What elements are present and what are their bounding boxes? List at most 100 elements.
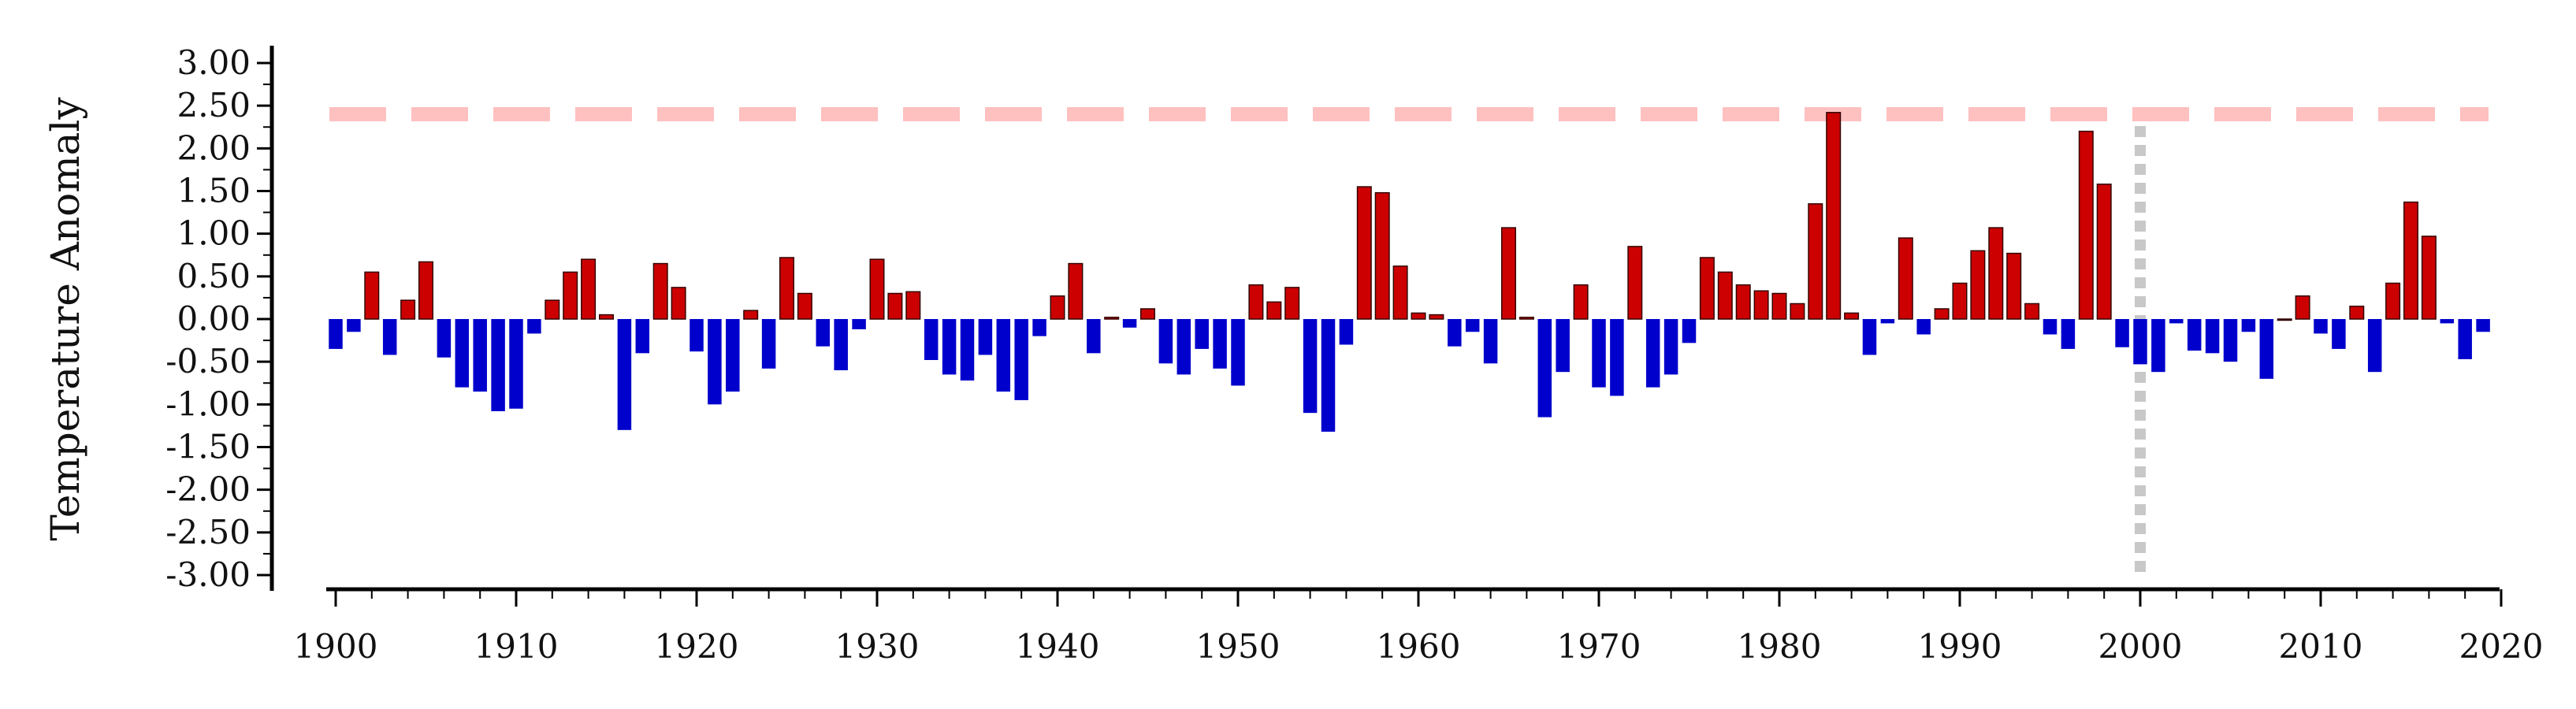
bar-1920 <box>690 319 704 352</box>
bar-2019 <box>2476 319 2490 332</box>
bar-1937 <box>996 319 1011 392</box>
bar-1947 <box>1176 319 1191 375</box>
bar-1950 <box>1231 319 1245 386</box>
y-tick-label: 2.50 <box>177 86 251 124</box>
bar-2018 <box>2458 319 2472 359</box>
x-tick-label: 1900 <box>294 627 378 666</box>
bar-1994 <box>2024 303 2040 320</box>
bar-1965 <box>1501 227 1516 320</box>
bar-1912 <box>545 299 560 320</box>
bar-1931 <box>887 292 903 320</box>
bar-1940 <box>1050 295 1065 320</box>
bar-1954 <box>1303 319 1318 414</box>
bar-1921 <box>708 319 722 405</box>
bar-1949 <box>1213 319 1227 369</box>
x-tick-label: 1970 <box>1557 627 1641 666</box>
y-tick-label: -1.00 <box>165 384 251 423</box>
bar-1956 <box>1339 319 1354 345</box>
y-tick-label: -2.00 <box>165 470 251 509</box>
y-tick-label: 1.50 <box>177 172 251 210</box>
bar-1979 <box>1753 290 1769 320</box>
bar-1946 <box>1158 319 1173 364</box>
bar-1988 <box>1916 319 1931 335</box>
bar-1980 <box>1771 292 1787 320</box>
bar-1904 <box>400 299 416 320</box>
bar-1945 <box>1140 308 1155 320</box>
bar-1930 <box>869 258 885 320</box>
bar-1916 <box>617 319 632 430</box>
bar-1929 <box>852 319 866 329</box>
bar-2003 <box>2187 319 2202 351</box>
bar-1983 <box>1826 112 1842 320</box>
bar-1927 <box>816 319 831 347</box>
bar-1992 <box>1988 227 2004 320</box>
bar-1903 <box>382 319 397 355</box>
x-tick-label: 2020 <box>2459 627 2544 666</box>
x-tick-label: 1930 <box>835 627 920 666</box>
x-tick-label: 1960 <box>1377 627 1461 666</box>
y-tick-label: -1.50 <box>165 428 251 466</box>
bar-1959 <box>1392 265 1408 320</box>
y-tick-label: 0.50 <box>177 257 251 295</box>
bar-1970 <box>1592 319 1606 388</box>
bar-1951 <box>1248 284 1264 320</box>
bar-1966 <box>1518 317 1534 320</box>
bar-1935 <box>960 319 975 380</box>
bar-2015 <box>2403 201 2418 320</box>
bar-1976 <box>1699 257 1715 320</box>
bar-1957 <box>1356 186 1372 320</box>
bar-2009 <box>2295 295 2310 320</box>
bar-2014 <box>2385 282 2401 320</box>
bar-2002 <box>2169 319 2184 324</box>
bar-1926 <box>797 292 812 320</box>
y-tick-label: 0.00 <box>177 299 251 338</box>
bar-2001 <box>2151 319 2165 373</box>
bar-1915 <box>599 314 614 320</box>
y-tick-label: 2.00 <box>177 128 251 167</box>
bar-1900 <box>329 319 343 349</box>
bar-1917 <box>635 319 650 354</box>
bar-2016 <box>2421 236 2437 320</box>
bar-2008 <box>2277 318 2292 321</box>
bar-1933 <box>924 319 939 360</box>
bar-1907 <box>455 319 470 388</box>
bar-1971 <box>1610 319 1624 396</box>
bar-1986 <box>1880 319 1895 324</box>
y-tick-label: -0.50 <box>165 342 251 380</box>
bar-1914 <box>581 258 597 320</box>
x-tick-label: 1940 <box>1016 627 1100 666</box>
bar-1977 <box>1717 271 1733 320</box>
bar-1962 <box>1448 319 1462 347</box>
x-tick-label: 1990 <box>1918 627 2002 666</box>
x-tick-label: 1910 <box>474 627 559 666</box>
bar-1969 <box>1573 284 1589 320</box>
bar-1973 <box>1645 319 1660 388</box>
bar-1901 <box>347 319 361 332</box>
bar-1958 <box>1374 191 1390 320</box>
bar-1906 <box>437 319 452 358</box>
bar-1985 <box>1862 319 1877 355</box>
bar-2007 <box>2259 319 2274 379</box>
axes: 3.00 2.50 2.00 1.50 1.00 0.50 0.00 -0.50 -1.00 -1… <box>165 43 2543 666</box>
bar-2005 <box>2223 319 2238 362</box>
x-tick-label: 1920 <box>655 627 739 666</box>
x-tick-label: 2000 <box>2098 627 2183 666</box>
bar-1910 <box>509 319 523 409</box>
bar-1939 <box>1032 319 1046 336</box>
x-tick-label: 2010 <box>2279 627 2363 666</box>
bar-1972 <box>1627 246 1643 320</box>
bar-1908 <box>473 319 487 392</box>
y-tick-label: 1.00 <box>177 214 251 253</box>
bar-1974 <box>1663 319 1678 375</box>
bar-1999 <box>2115 319 2129 347</box>
bar-2004 <box>2205 319 2220 354</box>
bar-1909 <box>491 319 505 411</box>
bar-1975 <box>1682 319 1697 343</box>
bar-1984 <box>1844 312 1860 320</box>
reference-lines <box>329 107 2489 579</box>
y-tick-label: -2.50 <box>165 513 251 551</box>
bar-1925 <box>779 257 794 320</box>
bar-1995 <box>2043 319 2057 335</box>
y-axis-title: Temperature Anomaly <box>43 97 88 541</box>
